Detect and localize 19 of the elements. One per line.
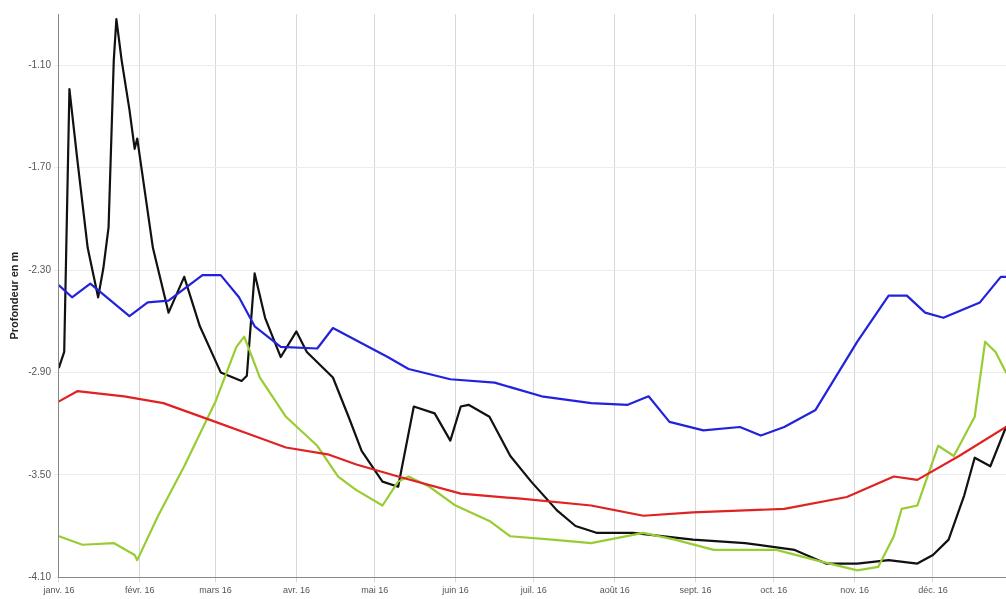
y-tick-label: -2.90 xyxy=(28,366,52,378)
y-tick-label: -3.50 xyxy=(28,468,52,480)
y-axis-title: Profondeur en m xyxy=(7,251,20,340)
x-tick-label: juil. 16 xyxy=(519,585,547,596)
x-tick-label: sept. 16 xyxy=(679,585,712,596)
x-tick-label: janv. 16 xyxy=(42,585,75,596)
x-tick-label: févr. 16 xyxy=(125,585,155,596)
x-tick-label: oct. 16 xyxy=(760,585,788,596)
x-tick-label: mars 16 xyxy=(199,585,232,596)
x-tick-label: avr. 16 xyxy=(282,585,310,596)
x-tick-label: août 16 xyxy=(599,585,630,596)
x-tick-label: juin 16 xyxy=(441,585,469,596)
x-tick-label: nov. 16 xyxy=(840,585,870,596)
x-tick-label: mai 16 xyxy=(361,585,389,596)
y-tick-label: -1.70 xyxy=(28,161,52,173)
y-tick-label: -4.10 xyxy=(28,570,52,582)
x-tick-label: déc. 16 xyxy=(918,585,948,596)
y-tick-label: -2.30 xyxy=(28,263,52,275)
y-tick-label: -1.10 xyxy=(28,58,52,70)
